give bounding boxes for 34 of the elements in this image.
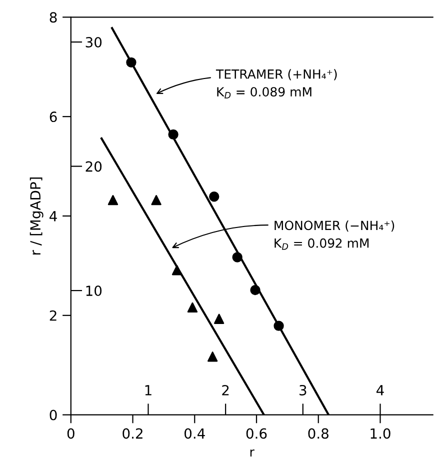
y-tick-label: 6 — [50, 112, 57, 122]
y2-tick-label: 20 — [86, 161, 102, 172]
point — [274, 320, 284, 331]
point — [250, 284, 260, 296]
x-tick-label: 0.2 — [122, 428, 142, 439]
annotation: MONOMER (−NH₄⁺) K$_{D}$ = 0.092 mM — [274, 220, 394, 250]
x2-tick-label: 2 — [222, 384, 229, 396]
y2-tick-label: 30 — [86, 36, 102, 48]
point — [214, 314, 224, 324]
y-tick-label: 2 — [50, 310, 56, 321]
y-tick-label: 8 — [50, 12, 57, 23]
point — [126, 57, 136, 68]
point — [108, 195, 118, 206]
y-tick-label: 0 — [50, 410, 57, 420]
x-tick-label: 0.6 — [246, 428, 267, 439]
point — [209, 192, 220, 202]
point — [151, 195, 162, 206]
x-tick-label: 0 — [67, 428, 74, 439]
y-axis-title: r / [MgADP] — [30, 177, 44, 254]
point — [168, 129, 178, 140]
x-tick-label: 0.8 — [308, 428, 328, 439]
y2-tick-label: 10 — [86, 286, 102, 296]
point — [207, 352, 218, 362]
x-tick-label: 1.0 — [370, 428, 390, 439]
point — [172, 265, 182, 276]
x2-tick-label: 3 — [300, 384, 306, 396]
x2-tick-label: 1 — [145, 385, 152, 396]
point — [232, 252, 242, 262]
x-axis-title: r — [250, 450, 254, 457]
y-tick-label: 4 — [50, 211, 57, 222]
x-tick-label: 0.4 — [184, 428, 205, 439]
point — [187, 302, 198, 313]
x2-tick-label: 4 — [376, 385, 384, 396]
annotation: TETRAMER (+NH₄⁺) K$_{D}$ = 0.089 mM — [216, 69, 337, 98]
